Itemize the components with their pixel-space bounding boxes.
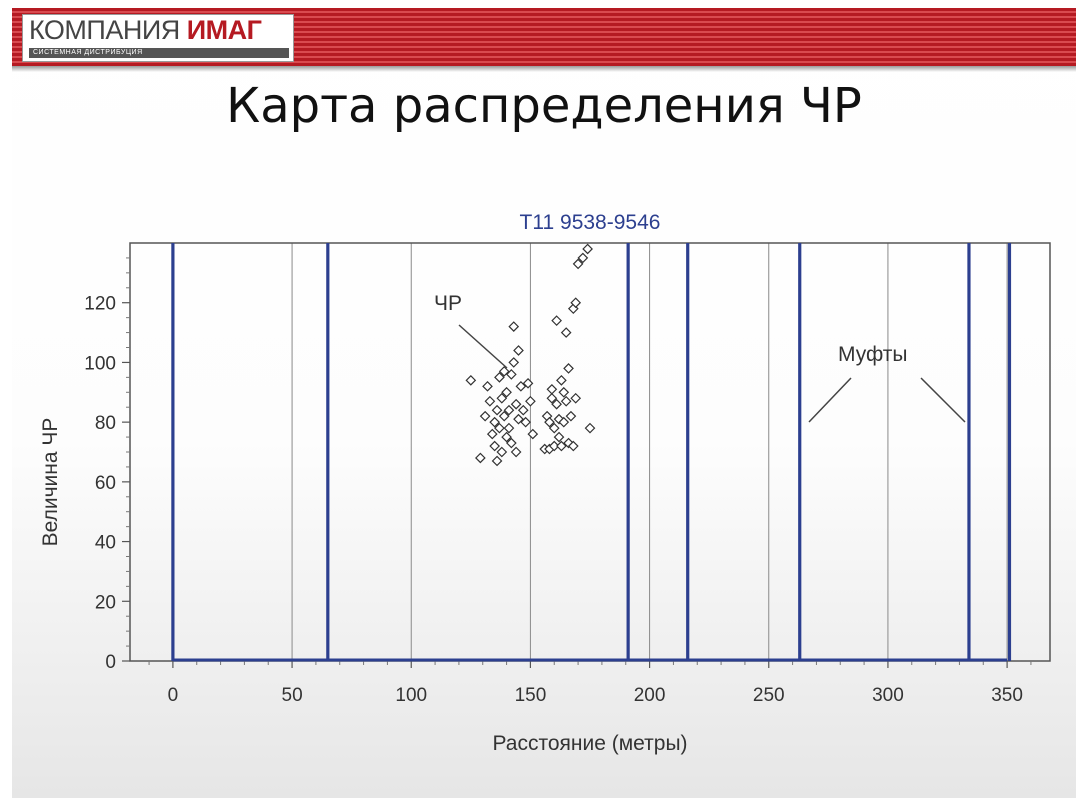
- data-point: [505, 369, 517, 380]
- annotation-pointer-coupling-left: [808, 377, 852, 423]
- data-point: [496, 392, 508, 404]
- data-point: [567, 440, 579, 452]
- annotation-couplings: Муфты: [838, 343, 908, 366]
- data-point: [548, 422, 560, 434]
- chart-title: T11 9538-9546: [520, 211, 661, 234]
- data-point: [479, 410, 491, 422]
- data-point: [558, 416, 570, 428]
- x-tick-label: 250: [753, 685, 785, 706]
- annotation-pointer-coupling-right: [920, 377, 966, 423]
- data-points: [465, 243, 596, 467]
- data-point: [546, 392, 558, 404]
- data-point: [527, 428, 539, 440]
- y-axis-title: Величина ЧР: [39, 418, 62, 547]
- y-tick-label: 80: [95, 413, 116, 434]
- data-point: [489, 440, 501, 452]
- data-point: [570, 297, 582, 309]
- x-tick-label: 150: [515, 685, 547, 706]
- data-point: [572, 258, 584, 270]
- data-point: [486, 428, 498, 440]
- data-point: [475, 452, 486, 464]
- data-point: [565, 410, 577, 422]
- data-point: [577, 252, 589, 264]
- data-point: [563, 363, 574, 374]
- data-point: [520, 416, 531, 428]
- data-point: [558, 386, 570, 398]
- data-point: [517, 404, 529, 416]
- y-tick-label: 100: [84, 353, 116, 374]
- axis-ticks: [122, 257, 1032, 668]
- logo-name: КОМПАНИЯ ИМАГ: [29, 15, 262, 46]
- x-tick-label: 100: [395, 685, 427, 706]
- data-point: [556, 374, 567, 386]
- slide: КОМПАНИЯ ИМАГ СИСТЕМНАЯ ДИСТРИБУЦИЯ Карт…: [12, 8, 1076, 798]
- data-point: [510, 446, 522, 458]
- data-point: [508, 357, 520, 368]
- data-point: [489, 416, 501, 428]
- data-point: [496, 446, 508, 458]
- logo-subtitle: СИСТЕМНАЯ ДИСТРИБУЦИЯ: [29, 48, 289, 58]
- data-point: [525, 395, 536, 407]
- x-tick-label: 200: [634, 685, 666, 706]
- data-point: [501, 431, 512, 443]
- data-point: [544, 416, 555, 428]
- data-point: [503, 422, 515, 434]
- slide-title: Карта распределения ЧР: [226, 78, 862, 134]
- data-point: [505, 437, 517, 449]
- data-point: [584, 422, 596, 434]
- company-logo: КОМПАНИЯ ИМАГ СИСТЕМНАЯ ДИСТРИБУЦИЯ: [22, 14, 294, 62]
- annotation-pd: ЧР: [434, 292, 462, 315]
- annotation-lines: [458, 324, 966, 423]
- data-point: [560, 327, 572, 338]
- y-tick-label: 0: [105, 652, 116, 673]
- data-point: [582, 243, 593, 255]
- data-point: [498, 410, 510, 422]
- tick-labels: 0 50 100 150 200 250 300 350 0 20 40 60 80 100 120: [84, 294, 1023, 706]
- coupling-lines: [171, 243, 1012, 661]
- x-axis-title: Расстояние (метры): [492, 732, 687, 755]
- data-point: [551, 398, 562, 410]
- grid-lines: [172, 243, 1008, 661]
- data-point: [513, 413, 524, 425]
- data-point: [508, 321, 520, 332]
- data-point: [513, 345, 524, 356]
- data-point: [498, 366, 510, 377]
- data-point: [494, 372, 505, 383]
- plot-frame: [129, 242, 1051, 662]
- x-tick-label: 350: [991, 685, 1023, 706]
- annotation-pointer-pd: [458, 324, 508, 369]
- data-point: [553, 431, 565, 443]
- data-point: [556, 440, 567, 452]
- data-point: [501, 386, 512, 398]
- data-point: [546, 383, 558, 395]
- logo-name-part2: ИМАГ: [186, 15, 262, 45]
- data-point: [560, 395, 572, 407]
- data-point: [551, 315, 562, 326]
- y-tick-label: 60: [95, 473, 116, 494]
- data-point: [548, 440, 560, 452]
- data-point: [484, 395, 496, 407]
- y-tick-label: 20: [95, 592, 116, 613]
- x-tick-label: 0: [168, 685, 179, 706]
- data-point: [494, 422, 505, 434]
- x-tick-label: 300: [872, 685, 904, 706]
- data-point: [491, 404, 503, 416]
- data-point: [510, 398, 522, 410]
- x-tick-label: 50: [282, 685, 303, 706]
- data-point: [570, 392, 582, 404]
- y-tick-label: 120: [84, 294, 116, 315]
- y-tick-label: 40: [95, 533, 116, 554]
- data-point: [465, 374, 477, 386]
- data-point: [515, 380, 527, 392]
- data-point: [482, 380, 493, 392]
- logo-name-part1: КОМПАНИЯ: [29, 15, 180, 45]
- data-point: [491, 455, 503, 467]
- data-point: [503, 404, 515, 416]
- data-point: [522, 377, 534, 389]
